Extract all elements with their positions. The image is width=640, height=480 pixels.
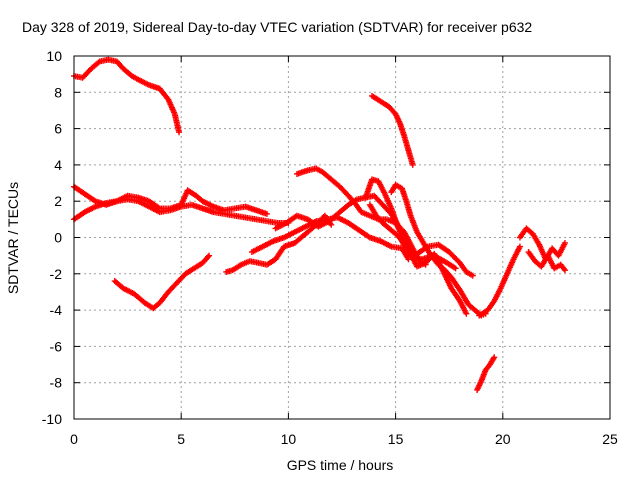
y-tick-label: 10 [46,48,62,64]
data-point [561,267,568,274]
y-tick-label: 4 [54,157,62,173]
data-points [71,56,568,393]
y-tick-label: 2 [54,193,62,209]
y-tick-label: -2 [50,266,63,282]
x-tick-label: 25 [602,431,618,447]
data-point [516,243,523,250]
y-tick-label: 8 [54,84,62,100]
x-tick-label: 10 [281,431,297,447]
y-tick-label: -8 [50,375,63,391]
x-tick-label: 15 [388,431,404,447]
grid [74,56,610,419]
data-point [409,161,416,168]
y-tick-label: -4 [50,302,63,318]
data-point [206,252,213,259]
data-point [452,265,459,272]
x-tick-label: 5 [177,431,185,447]
data-point [561,239,568,246]
data-point [463,310,470,317]
x-tick-label: 20 [495,431,511,447]
data-point [176,129,183,136]
data-point [263,210,270,217]
data-point [328,221,335,228]
data-point [469,272,476,279]
data-point-marker [205,253,211,260]
axes: 0 5 10 15 20 25 -10 -8 -6 -4 -2 0 2 4 6 8 10 [42,48,618,447]
data-point [491,354,498,361]
y-tick-label: -6 [50,338,63,354]
y-tick-label: -10 [42,411,62,427]
x-tick-label: 0 [70,431,78,447]
chart-title: Day 328 of 2019, Sidereal Day-to-day VTE… [22,19,532,35]
y-axis-label: SDTVAR / TECUs [5,182,21,294]
y-tick-label: 6 [54,121,62,137]
y-tick-label: 0 [54,230,62,246]
x-axis-label: GPS time / hours [287,457,394,473]
